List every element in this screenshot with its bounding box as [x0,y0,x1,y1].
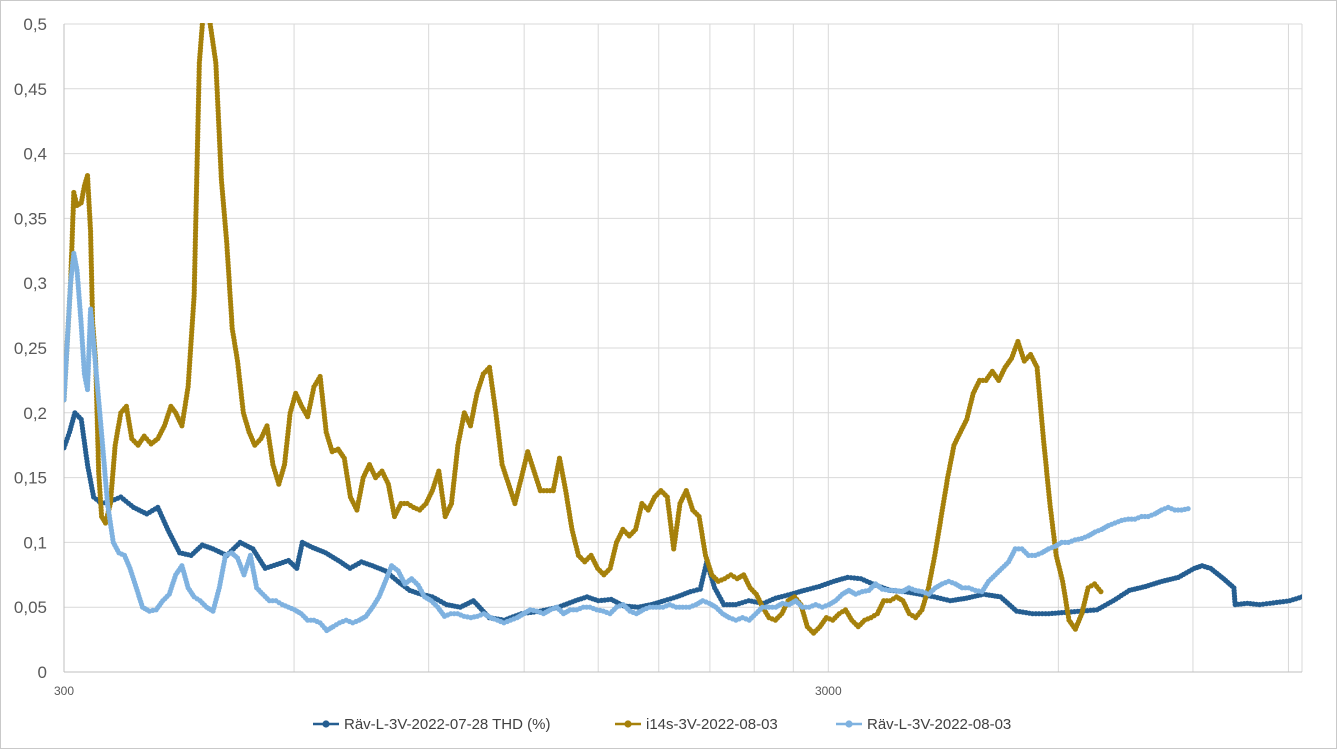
data-point [203,1,208,4]
data-point [200,13,205,18]
legend-entry-3: Räv-L-3V-2022-08-03 [836,716,1011,733]
y-tick-label: 0,15 [14,469,47,488]
data-point [206,16,211,21]
data-point [200,23,205,25]
x-tick-label: 3000 [815,684,842,698]
axes: 0 0,05 0,1 0,15 0,2 0,25 0,3 0,35 0,4 0,45 0,5 300 3… [14,15,1302,698]
y-tick-label: 0,1 [23,533,47,552]
legend-marker [322,720,330,728]
data-point [201,1,206,6]
series-2 [64,1,1104,636]
y-tick-label: 0,2 [23,404,47,423]
data-point [200,16,205,21]
y-tick-label: 0,45 [14,80,47,99]
x-tick-label: 300 [54,684,74,698]
data-point [199,23,205,28]
legend-label: i14s-3V-2022-08-03 [646,716,778,733]
legend-marker [845,720,853,728]
y-tick-label: 0 [38,663,47,682]
y-tick-label: 0,3 [23,274,47,293]
data-point [1299,594,1302,600]
data-point [201,4,206,9]
y-tick-label: 0,4 [23,145,47,164]
series-line [64,411,1302,622]
data-point [207,23,212,24]
series-3 [64,250,1191,634]
legend-label: Räv-L-3V-2022-08-03 [867,716,1011,733]
data-point [1098,589,1104,595]
series-group [64,1,1302,636]
data-point [203,1,208,6]
data-point [204,4,209,9]
y-tick-label: 0,05 [14,598,47,617]
y-tick-label: 0,35 [14,209,47,228]
legend-entry-2: i14s-3V-2022-08-03 [615,716,778,733]
legend-label: Räv-L-3V-2022-07-28 THD (%) [344,716,550,733]
data-point [204,7,209,12]
data-point [206,13,211,18]
y-tick-label: 0,5 [23,15,47,34]
legend-marker [624,720,632,728]
grid-lines [64,23,1303,672]
data-point [202,1,207,4]
data-point [201,7,206,12]
series-1 [64,410,1302,623]
data-point [1185,506,1191,512]
legend: Räv-L-3V-2022-07-28 THD (%) i14s-3V-2022-… [313,716,1011,733]
y-tick-label: 0,25 [14,339,47,358]
legend-entry-1: Räv-L-3V-2022-07-28 THD (%) [313,716,550,733]
data-point [201,10,206,15]
data-point [205,10,210,15]
